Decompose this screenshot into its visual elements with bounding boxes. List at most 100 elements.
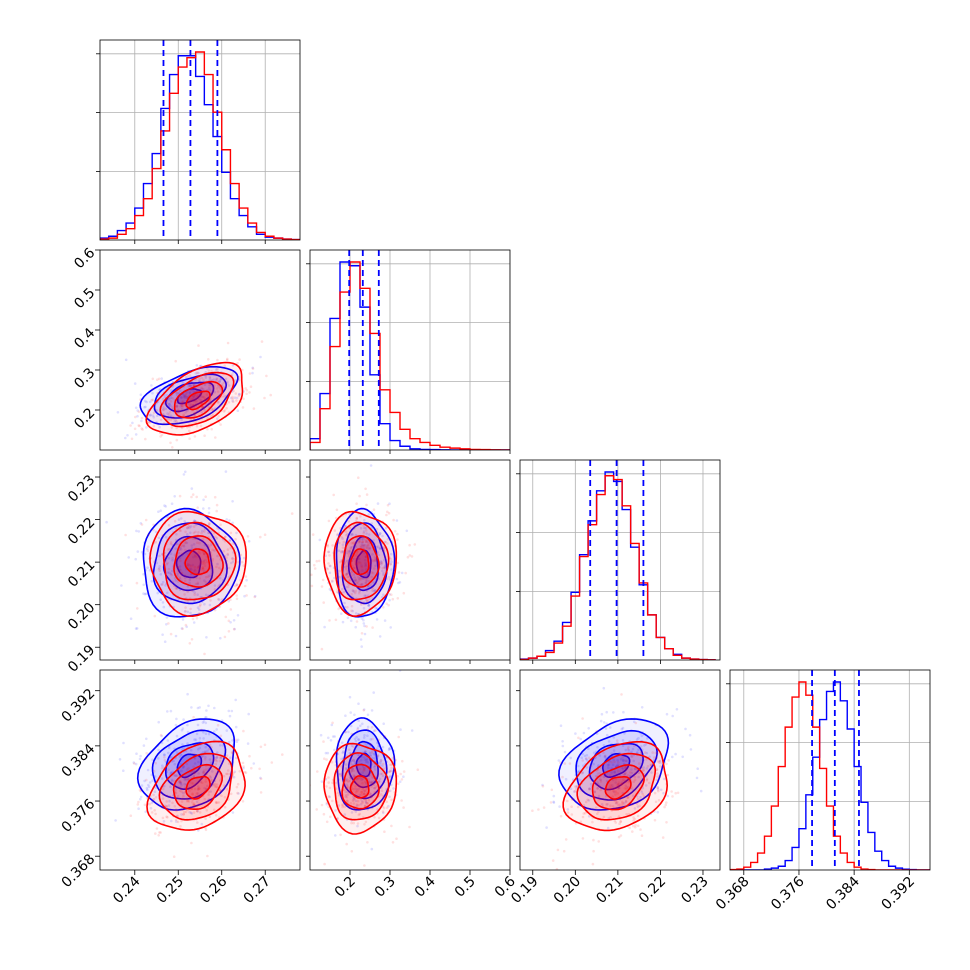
contour-line <box>162 535 214 592</box>
y-tick-label: 0.5 <box>71 285 98 312</box>
contour-line <box>152 522 228 605</box>
contour-line <box>333 521 390 601</box>
contour-line <box>562 741 669 832</box>
panel-frame <box>519 669 721 871</box>
contour-line <box>165 742 215 790</box>
hist-series-1 <box>520 475 716 660</box>
scatter-panel-0-3 <box>99 669 301 871</box>
contours-1 <box>145 361 244 436</box>
y-tick-label: 0.4 <box>71 325 98 352</box>
contour-line <box>355 549 372 579</box>
y-tick-label: 0.2 <box>71 405 98 432</box>
contour-line <box>146 740 246 831</box>
scatter-points-1 <box>310 709 420 867</box>
hist-series-1 <box>730 681 930 870</box>
y-tick-label: 0.22 <box>65 515 98 548</box>
contour-line <box>164 381 215 413</box>
scatter-panel-1-3 <box>309 669 511 871</box>
scatter-panel-2-3 <box>519 669 721 871</box>
contour-line <box>576 752 657 821</box>
y-tick-label: 0.21 <box>65 557 98 590</box>
panel-frame <box>729 669 931 871</box>
x-tick-label: 0.22 <box>636 874 669 907</box>
panel-frame <box>99 249 301 451</box>
y-tick-label: 0.19 <box>65 642 98 675</box>
contour-line <box>341 763 380 810</box>
contour-line <box>323 510 398 618</box>
scatter-points-1 <box>124 493 294 656</box>
contour-line <box>185 775 211 800</box>
x-tick-label: 0.26 <box>197 873 230 906</box>
hist-series-1 <box>100 51 300 240</box>
x-tick-label: 0.24 <box>110 873 143 906</box>
panel-frame <box>99 669 301 871</box>
contours-1 <box>323 510 398 618</box>
contour-line <box>602 753 631 778</box>
contour-line <box>347 535 379 592</box>
y-tick-label: 0.3 <box>71 365 98 392</box>
contours-1 <box>146 740 246 831</box>
x-tick-label: 0.5 <box>452 874 479 901</box>
contour-line <box>349 775 370 799</box>
contours-1 <box>562 741 669 832</box>
contour-line <box>558 718 670 811</box>
contour-line <box>139 365 239 426</box>
x-tick-label: 0.376 <box>768 873 808 913</box>
contour-line <box>149 510 247 618</box>
x-tick-label: 0.20 <box>551 874 584 907</box>
y-tick-label: 0.23 <box>65 472 98 505</box>
panel-frame <box>99 39 301 241</box>
contour-line <box>158 752 233 821</box>
contour-line <box>173 380 224 419</box>
contour-line <box>145 361 244 436</box>
contour-line <box>591 764 645 811</box>
x-tick-label: 0.19 <box>508 874 541 907</box>
y-tick-label: 0.384 <box>59 741 99 781</box>
y-tick-label: 0.376 <box>59 796 99 836</box>
x-tick-label: 0.368 <box>713 874 753 914</box>
panel-frame <box>309 459 511 661</box>
hist-series-0 <box>730 681 930 870</box>
hist-panel-2 <box>516 459 721 661</box>
hist-series-0 <box>100 55 300 240</box>
panel-frame <box>519 459 721 661</box>
x-tick-label: 0.23 <box>678 874 711 907</box>
scatter-panel-0-2 <box>99 459 301 661</box>
hist-panel-0 <box>96 39 301 241</box>
x-tick-label: 0.25 <box>154 874 187 907</box>
panel-frame <box>309 669 511 871</box>
hist-panel-3 <box>726 669 931 871</box>
y-tick-label: 0.20 <box>65 600 98 633</box>
y-tick-label: 0.6 <box>71 245 98 272</box>
scatter-points-1 <box>129 340 273 449</box>
contour-line <box>341 729 388 800</box>
contour-line <box>333 752 390 821</box>
x-tick-label: 0.27 <box>241 874 274 907</box>
contour-line <box>349 548 370 576</box>
x-tick-label: 0.2 <box>332 874 359 901</box>
x-tick-label: 0.21 <box>593 874 626 907</box>
contour-line <box>176 753 203 779</box>
panel-frame <box>99 459 301 661</box>
contours-1 <box>149 510 247 618</box>
y-tick-label: 0.368 <box>59 851 99 891</box>
x-tick-label: 0.392 <box>878 874 918 914</box>
y-tick-label: 0.392 <box>59 686 99 726</box>
contour-line <box>341 535 380 588</box>
contour-line <box>604 776 632 800</box>
scatter-panel-0-1 <box>99 249 301 451</box>
contour-line <box>159 371 235 428</box>
x-tick-label: 0.4 <box>412 873 439 900</box>
contour-line <box>185 390 211 411</box>
hist-panel-1 <box>306 249 511 451</box>
contour-line <box>175 549 202 579</box>
panel-frame <box>309 249 511 451</box>
hist-series-1 <box>310 261 510 450</box>
x-tick-label: 0.384 <box>823 873 863 913</box>
contour-line <box>172 763 224 810</box>
contour-line <box>173 535 224 588</box>
contour-line <box>151 729 227 800</box>
x-tick-label: 0.3 <box>372 874 399 901</box>
hist-series-0 <box>310 261 510 450</box>
